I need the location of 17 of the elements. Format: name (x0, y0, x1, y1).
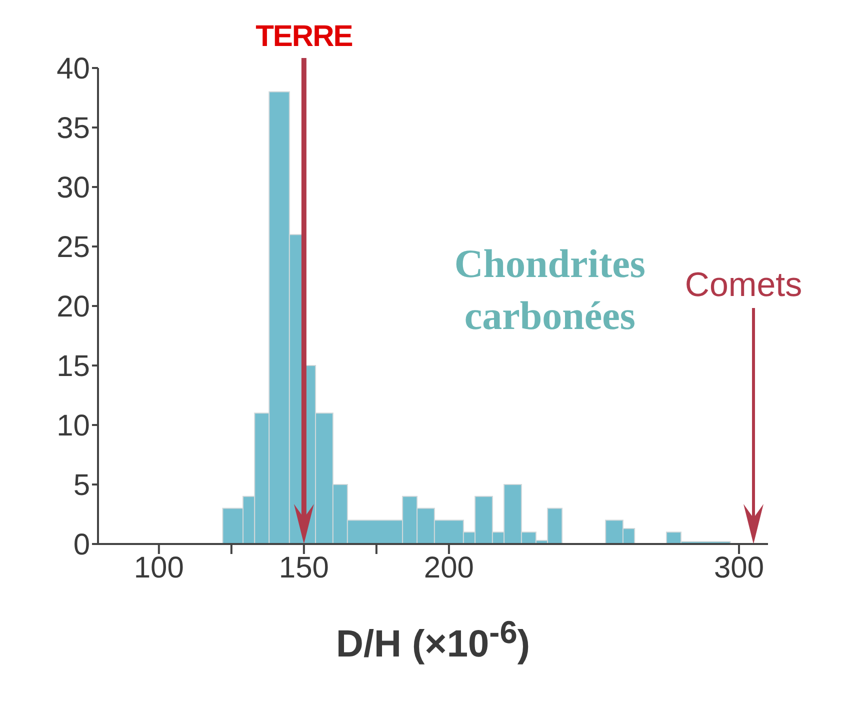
y-tick-label: 25 (56, 231, 90, 264)
y-tick-label: 35 (56, 112, 90, 146)
y-tick-label: 30 (56, 172, 90, 205)
y-tick-label: 0 (73, 528, 90, 562)
x-tick-label: 100 (134, 551, 184, 584)
y-tick-label: 5 (73, 469, 90, 502)
x-tick-label: 150 (278, 551, 329, 584)
x-tick-label: 300 (714, 551, 764, 584)
y-tick-label: 10 (56, 410, 90, 443)
y-tick-label: 20 (56, 290, 90, 324)
x-axis-title: D/H (×10$^{-6}$) (335, 614, 531, 667)
ref-line-label: Comets (684, 266, 802, 304)
x-tick-label: 200 (424, 551, 474, 584)
ref-line-label: TERRE (256, 20, 352, 53)
y-tick-label: 15 (56, 350, 90, 384)
y-tick-label: 40 (56, 52, 90, 86)
annotation: Chondrites carbonées (453, 240, 646, 340)
